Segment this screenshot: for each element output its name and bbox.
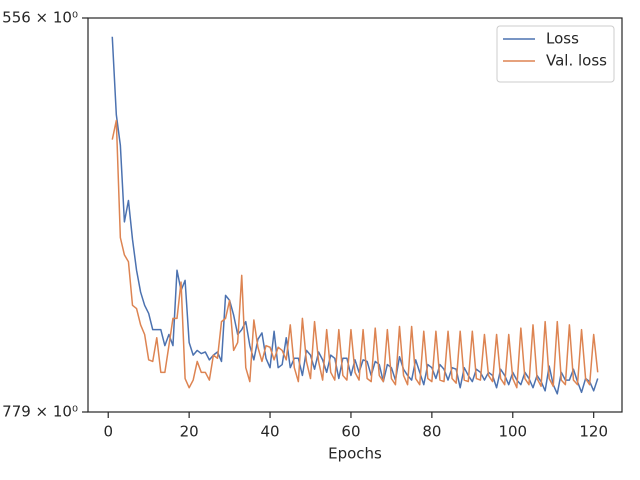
y-tick-label: 779 × 10⁰ — [2, 403, 78, 421]
series-line — [111, 119, 599, 389]
x-axis-label: Epochs — [328, 445, 382, 463]
x-tick-label: 20 — [180, 423, 199, 441]
y-tick-label: 556 × 10⁰ — [2, 9, 78, 27]
legend-label: Loss — [546, 30, 579, 48]
x-tick-label: 100 — [498, 423, 527, 441]
x-tick-label: 120 — [579, 423, 608, 441]
plot-frame — [87, 17, 623, 413]
x-tick-label: 40 — [260, 423, 279, 441]
series-line — [111, 36, 599, 395]
x-tick-label: 60 — [341, 423, 360, 441]
legend-label: Val. loss — [546, 52, 607, 70]
x-tick-label: 80 — [422, 423, 441, 441]
x-tick-label: 0 — [103, 423, 113, 441]
legend-box — [496, 25, 615, 83]
